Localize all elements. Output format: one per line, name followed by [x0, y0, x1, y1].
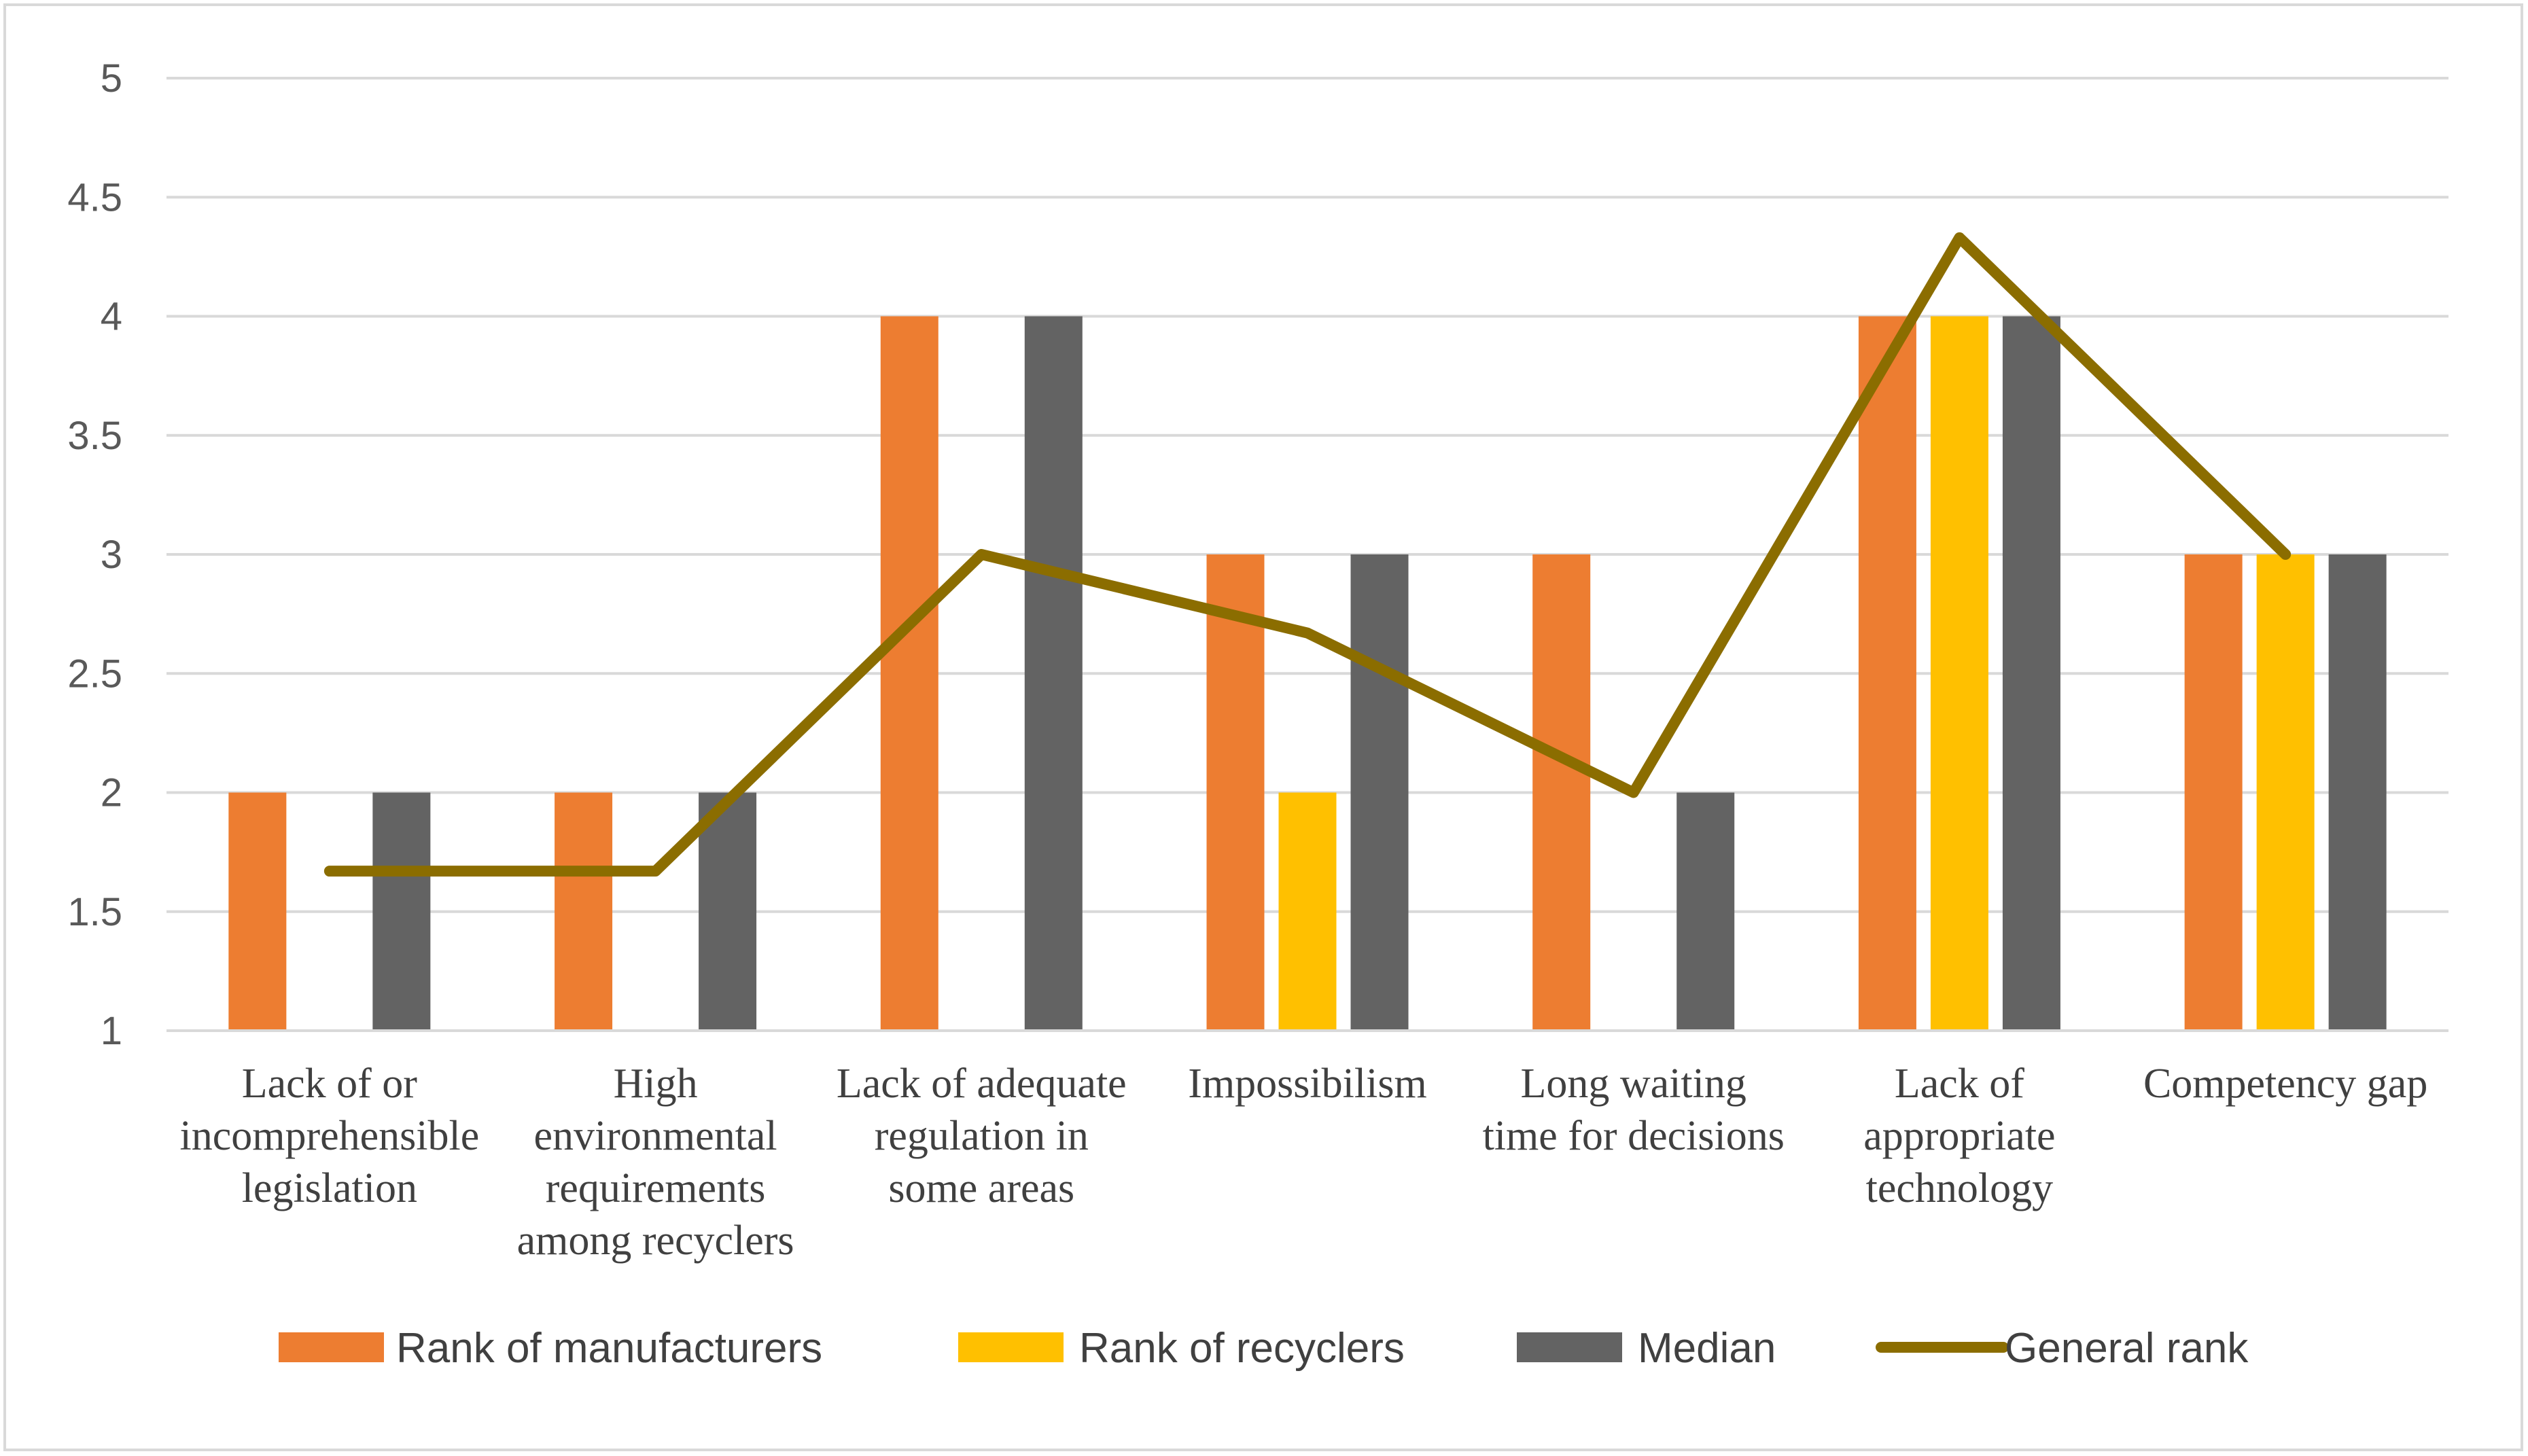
line-point	[655, 870, 656, 872]
x-tick-label-line: appropriate	[1863, 1113, 2055, 1159]
legend: Rank of manufacturers Rank of recyclers Me…	[279, 1325, 2249, 1372]
x-tick-label: Impossibilism	[1188, 1061, 1426, 1107]
line-point	[1633, 792, 1634, 794]
bar	[699, 792, 757, 1031]
x-tick-label-line: legislation	[242, 1165, 417, 1211]
bar	[2328, 554, 2387, 1031]
y-tick-label: 1	[101, 1009, 122, 1053]
line-point	[329, 870, 330, 872]
line-point	[1959, 237, 1960, 238]
bar	[2184, 554, 2243, 1031]
bar	[2002, 316, 2060, 1031]
bar	[1930, 316, 1988, 1031]
bar	[1858, 316, 1916, 1031]
bar	[1350, 554, 1409, 1031]
x-tick-label-line: High	[614, 1061, 698, 1107]
legend-swatch	[279, 1332, 384, 1362]
x-tick-label-line: Impossibilism	[1188, 1061, 1426, 1107]
bar	[1206, 554, 1265, 1031]
series-line	[323, 232, 2292, 877]
x-tick-label: Long waiting time for decisions	[1483, 1061, 1785, 1159]
x-tick-label-line: Lack of or	[242, 1061, 418, 1107]
x-tick-label-line: environmental	[534, 1113, 777, 1159]
y-tick-label: 3.5	[67, 414, 122, 458]
bar	[1024, 316, 1083, 1031]
x-tick-label: High environmental requirements among recyc…	[517, 1061, 794, 1264]
legend-label: Rank of manufacturers	[396, 1325, 822, 1372]
bar	[1532, 554, 1591, 1031]
y-tick-label: 5	[101, 56, 122, 101]
bars	[228, 316, 2387, 1031]
y-axis: 1 1.5 2 2.5 3 3.5 4 4.5 5	[67, 56, 122, 1053]
x-tick-label-line: requirements	[546, 1165, 766, 1211]
x-axis: Lack of or incomprehensible legislation Hig…	[166, 1029, 2448, 1264]
bar	[1278, 792, 1337, 1031]
y-tick-label: 4.5	[67, 175, 122, 219]
y-tick-label: 3	[101, 533, 122, 577]
x-tick-label-line: Lack of	[1895, 1061, 2024, 1107]
line-point	[981, 554, 982, 555]
x-tick-label-line: some areas	[888, 1165, 1074, 1211]
x-tick-label-line: Competency gap	[2143, 1061, 2427, 1107]
line-point	[1307, 633, 1308, 634]
bar	[228, 792, 287, 1031]
legend-label: General rank	[2005, 1325, 2249, 1372]
x-tick-label: Lack of adequate regulation in some areas	[837, 1061, 1127, 1211]
y-tick-label: 2	[101, 771, 122, 815]
x-tick-label: Competency gap	[2143, 1061, 2427, 1107]
bar	[555, 792, 613, 1031]
y-tick-label: 2.5	[67, 652, 122, 696]
bar	[372, 792, 431, 1031]
y-tick-label: 4	[101, 295, 122, 339]
x-tick-label-line: regulation in	[875, 1113, 1089, 1159]
legend-label: Median	[1638, 1325, 1776, 1372]
x-tick-label-line: Long waiting	[1521, 1061, 1746, 1107]
line-series	[323, 232, 2292, 877]
legend-label: Rank of recyclers	[1079, 1325, 1405, 1372]
x-tick-label-line: technology	[1866, 1165, 2054, 1211]
legend-swatch	[958, 1332, 1064, 1362]
x-tick-label-line: among recyclers	[517, 1218, 794, 1264]
bar	[1676, 792, 1735, 1031]
x-tick-label: Lack of or incomprehensible legislation	[179, 1061, 479, 1211]
x-tick-label-line: incomprehensible	[179, 1113, 479, 1159]
legend-swatch	[1517, 1332, 1622, 1362]
y-tick-label: 1.5	[67, 890, 122, 934]
x-tick-label-line: time for decisions	[1483, 1113, 1785, 1159]
bar	[880, 316, 938, 1031]
x-tick-label: Lack of appropriate technology	[1863, 1061, 2055, 1211]
bar	[2256, 554, 2315, 1031]
x-tick-label-line: Lack of adequate	[837, 1061, 1127, 1107]
line-point	[2285, 554, 2286, 555]
